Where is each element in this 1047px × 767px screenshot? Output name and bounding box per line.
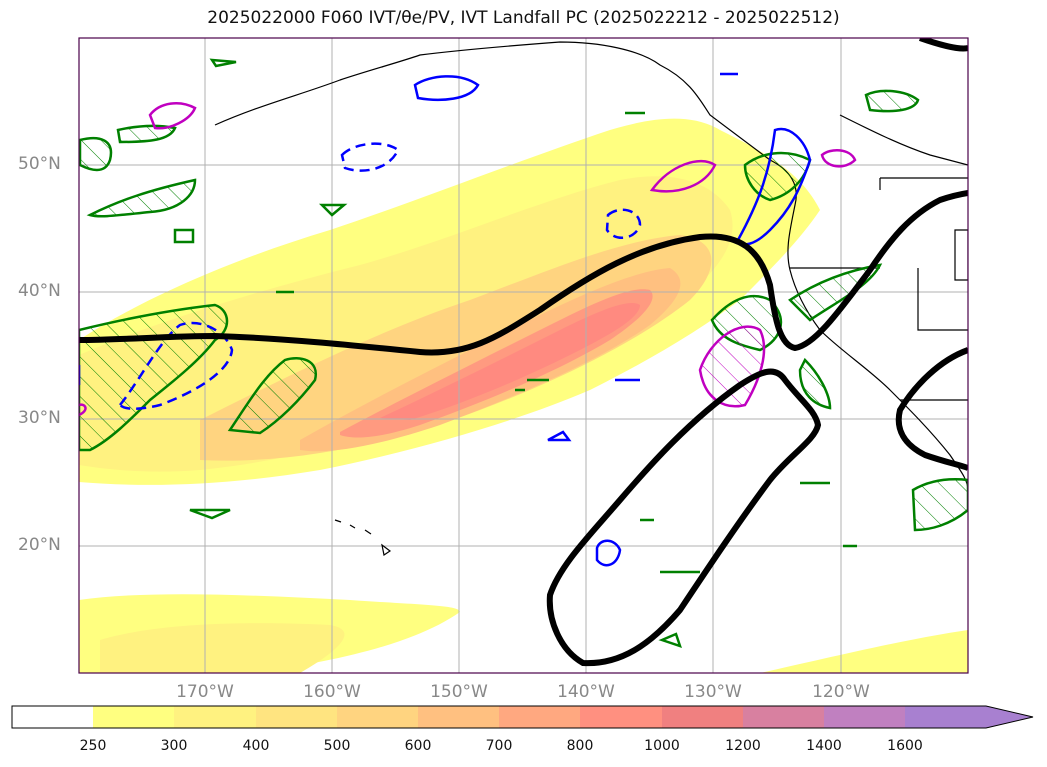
colorbar-swatch-7 xyxy=(580,706,662,728)
map-title: 2025022000 F060 IVT/θe/PV, IVT Landfall … xyxy=(207,8,840,28)
lat-label-30n: 30°N xyxy=(18,408,61,428)
landfall-pc-contours xyxy=(79,38,968,667)
colorbar-swatch-8 xyxy=(662,706,743,728)
colorbar-tick-500: 500 xyxy=(323,738,351,754)
lon-label-160w: 160°W xyxy=(303,682,361,702)
colorbar xyxy=(11,705,1034,729)
theta-e-blue xyxy=(79,72,812,567)
colorbar-swatch-2 xyxy=(174,706,256,728)
colorbar-swatch-9 xyxy=(743,706,824,728)
colorbar-swatch-0 xyxy=(12,706,93,728)
colorbar-tick-800: 800 xyxy=(566,738,594,754)
colorbar-tick-1200: 1200 xyxy=(725,738,761,754)
colorbar-tick-600: 600 xyxy=(404,738,432,754)
lon-label-130w: 130°W xyxy=(684,682,742,702)
colorbar-tick-400: 400 xyxy=(242,738,270,754)
colorbar-tick-700: 700 xyxy=(485,738,513,754)
lon-label-150w: 150°W xyxy=(430,682,488,702)
lon-label-120w: 120°W xyxy=(812,682,870,702)
lon-label-140w: 140°W xyxy=(557,682,615,702)
colorbar-tick-250: 250 xyxy=(79,738,107,754)
colorbar-tick-1600: 1600 xyxy=(887,738,923,754)
coastlines xyxy=(214,41,968,556)
colorbar-swatch-6 xyxy=(499,706,580,728)
lon-label-170w: 170°W xyxy=(176,682,234,702)
colorbar-swatch-4 xyxy=(337,706,418,728)
lat-label-40n: 40°N xyxy=(18,281,61,301)
colorbar-tick-1400: 1400 xyxy=(806,738,842,754)
colorbar-swatch-5 xyxy=(418,706,499,728)
colorbar-swatch-10 xyxy=(824,706,905,728)
colorbar-swatch-1 xyxy=(93,706,174,728)
colorbar-swatch-11 xyxy=(905,706,986,728)
lat-label-20n: 20°N xyxy=(18,535,61,555)
colorbar-extend-arrow xyxy=(986,706,1033,728)
pv-contours-small xyxy=(173,58,857,648)
colorbar-tick-300: 300 xyxy=(160,738,188,754)
colorbar-swatch-3 xyxy=(256,706,337,728)
colorbar-tick-1000: 1000 xyxy=(644,738,680,754)
plot-frame xyxy=(78,37,969,674)
lat-label-50n: 50°N xyxy=(18,154,61,174)
colorbar-outline xyxy=(11,705,1034,729)
theta-e-magenta xyxy=(79,102,857,417)
